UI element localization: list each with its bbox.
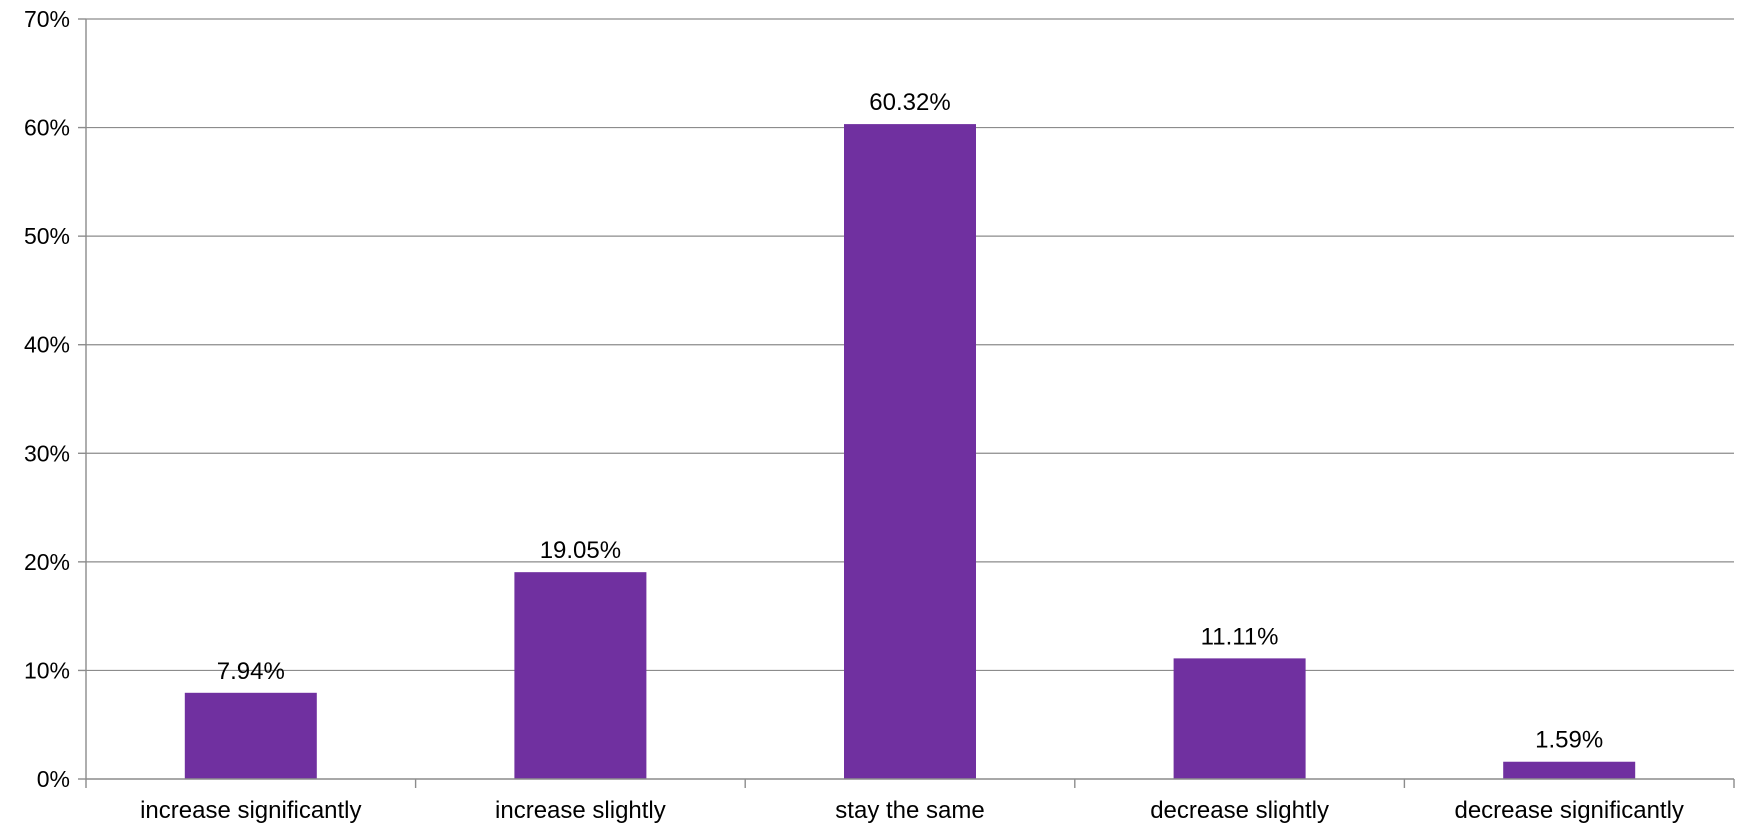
axes <box>85 19 1735 788</box>
data-label: 11.11% <box>1201 623 1279 650</box>
category-label: decrease slightly <box>1150 797 1329 824</box>
category-label: decrease significantly <box>1454 797 1683 824</box>
y-tick-label: 40% <box>24 332 70 358</box>
bar <box>514 572 647 779</box>
data-label: 1.59% <box>1535 727 1603 754</box>
y-axis-tick-labels: 0% 10% 20% 30% 40% 50% 60% 70% <box>24 6 86 792</box>
bar <box>1503 761 1636 779</box>
bar <box>1173 658 1306 779</box>
bar <box>844 124 976 779</box>
y-tick-label: 0% <box>37 766 70 792</box>
y-tick-label: 10% <box>24 657 70 683</box>
y-tick-label: 20% <box>24 549 70 575</box>
y-tick-label: 60% <box>24 115 70 141</box>
category-label: increase significantly <box>140 797 361 824</box>
bars <box>184 124 1636 779</box>
bar <box>184 692 317 779</box>
x-axis-category-labels: increase significantly increase slightly s… <box>140 797 1684 824</box>
y-tick-label: 30% <box>24 440 70 466</box>
category-label: stay the same <box>835 797 984 824</box>
y-tick-label: 70% <box>24 6 70 32</box>
data-label: 19.05% <box>540 537 621 564</box>
data-labels: 7.94% 19.05% 60.32% 11.11% 1.59% <box>217 89 1603 754</box>
data-label: 60.32% <box>869 89 950 116</box>
y-tick-label: 50% <box>24 223 70 249</box>
data-label: 7.94% <box>217 658 285 685</box>
category-label: increase slightly <box>495 797 666 824</box>
